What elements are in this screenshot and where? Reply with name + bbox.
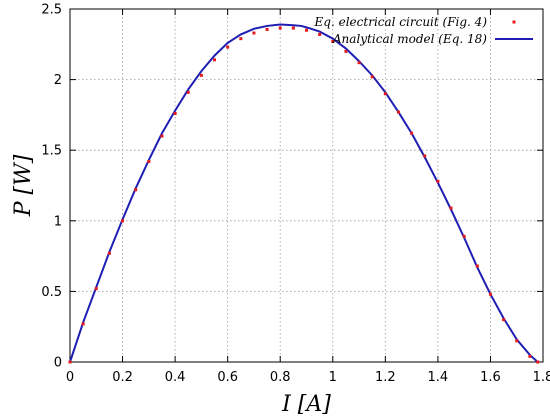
y-tick-label: 1 — [54, 214, 62, 229]
data-point-eq-circuit — [68, 360, 72, 364]
legend-entry-analytical-model: Analytical model (Eq. 18) — [332, 32, 487, 46]
data-point-eq-circuit — [436, 179, 440, 183]
y-axis: 0 0.5 1 1.5 2 2.5 — [41, 3, 543, 371]
x-tick-label: 1 — [329, 370, 337, 385]
data-point-eq-circuit — [107, 251, 111, 255]
data-point-eq-circuit — [186, 90, 190, 94]
data-point-eq-circuit — [213, 58, 217, 62]
x-tick-label: 0.2 — [112, 370, 133, 385]
data-point-eq-circuit — [121, 219, 125, 223]
y-tick-label: 2.5 — [41, 3, 62, 18]
plot-frame — [69, 8, 544, 363]
y-tick-label: 0.5 — [41, 285, 62, 300]
legend-swatch-eq-circuit — [512, 20, 516, 24]
data-point-eq-circuit — [173, 111, 177, 115]
data-point-eq-circuit — [147, 160, 151, 163]
data-point-eq-circuit — [226, 45, 230, 49]
data-point-eq-circuit — [278, 26, 282, 30]
data-point-eq-circuit — [265, 27, 269, 31]
x-tick-label: 1.6 — [480, 370, 501, 385]
data-point-eq-circuit — [536, 360, 540, 364]
x-tick-label: 0 — [66, 370, 74, 385]
x-axis-title: I [A] — [281, 392, 331, 417]
x-tick-label: 0.8 — [270, 370, 291, 385]
x-tick-label: 0.6 — [217, 370, 238, 385]
x-tick-label: 1.2 — [375, 370, 396, 385]
data-point-eq-circuit — [410, 131, 414, 135]
data-point-eq-circuit — [94, 287, 98, 291]
data-point-eq-circuit — [134, 188, 138, 192]
x-tick-label: 1.8 — [533, 370, 550, 385]
data-point-eq-circuit — [357, 61, 361, 65]
data-point-eq-circuit — [370, 75, 374, 79]
data-point-eq-circuit — [305, 28, 308, 32]
data-point-eq-circuit — [199, 73, 203, 77]
data-point-eq-circuit — [252, 31, 256, 35]
data-point-eq-circuit — [462, 234, 466, 238]
series-line-analytical-model — [69, 23, 539, 363]
data-point-eq-circuit — [239, 37, 243, 41]
data-point-eq-circuit — [488, 292, 492, 296]
y-axis-title: P [W] — [11, 154, 36, 217]
y-tick-label: 0 — [54, 356, 62, 371]
data-point-eq-circuit — [291, 26, 295, 30]
y-tick-label: 1.5 — [41, 144, 62, 159]
series-layer — [68, 23, 540, 364]
data-point-eq-circuit — [81, 322, 85, 326]
data-point-eq-circuit — [475, 264, 479, 268]
data-point-eq-circuit — [528, 354, 532, 358]
y-tick-label: 2 — [54, 73, 62, 88]
data-point-eq-circuit — [502, 318, 506, 322]
data-point-eq-circuit — [396, 110, 400, 114]
data-point-eq-circuit — [515, 339, 519, 343]
grid — [70, 8, 544, 362]
x-tick-label: 1.4 — [428, 370, 449, 385]
data-point-eq-circuit — [160, 134, 164, 138]
x-axis: 0 0.2 0.4 0.6 0.8 1 1.2 1.4 1.6 1.8 — [66, 9, 550, 385]
data-point-eq-circuit — [423, 154, 427, 158]
data-point-eq-circuit — [344, 49, 348, 53]
data-point-eq-circuit — [383, 92, 387, 96]
data-point-eq-circuit — [318, 32, 322, 36]
legend-entry-eq-circuit: Eq. electrical circuit (Fig. 4) — [314, 15, 488, 29]
x-tick-label: 0.4 — [165, 370, 186, 385]
data-point-eq-circuit — [331, 39, 335, 43]
legend: Eq. electrical circuit (Fig. 4) Analytic… — [314, 15, 533, 46]
data-point-eq-circuit — [449, 206, 453, 210]
